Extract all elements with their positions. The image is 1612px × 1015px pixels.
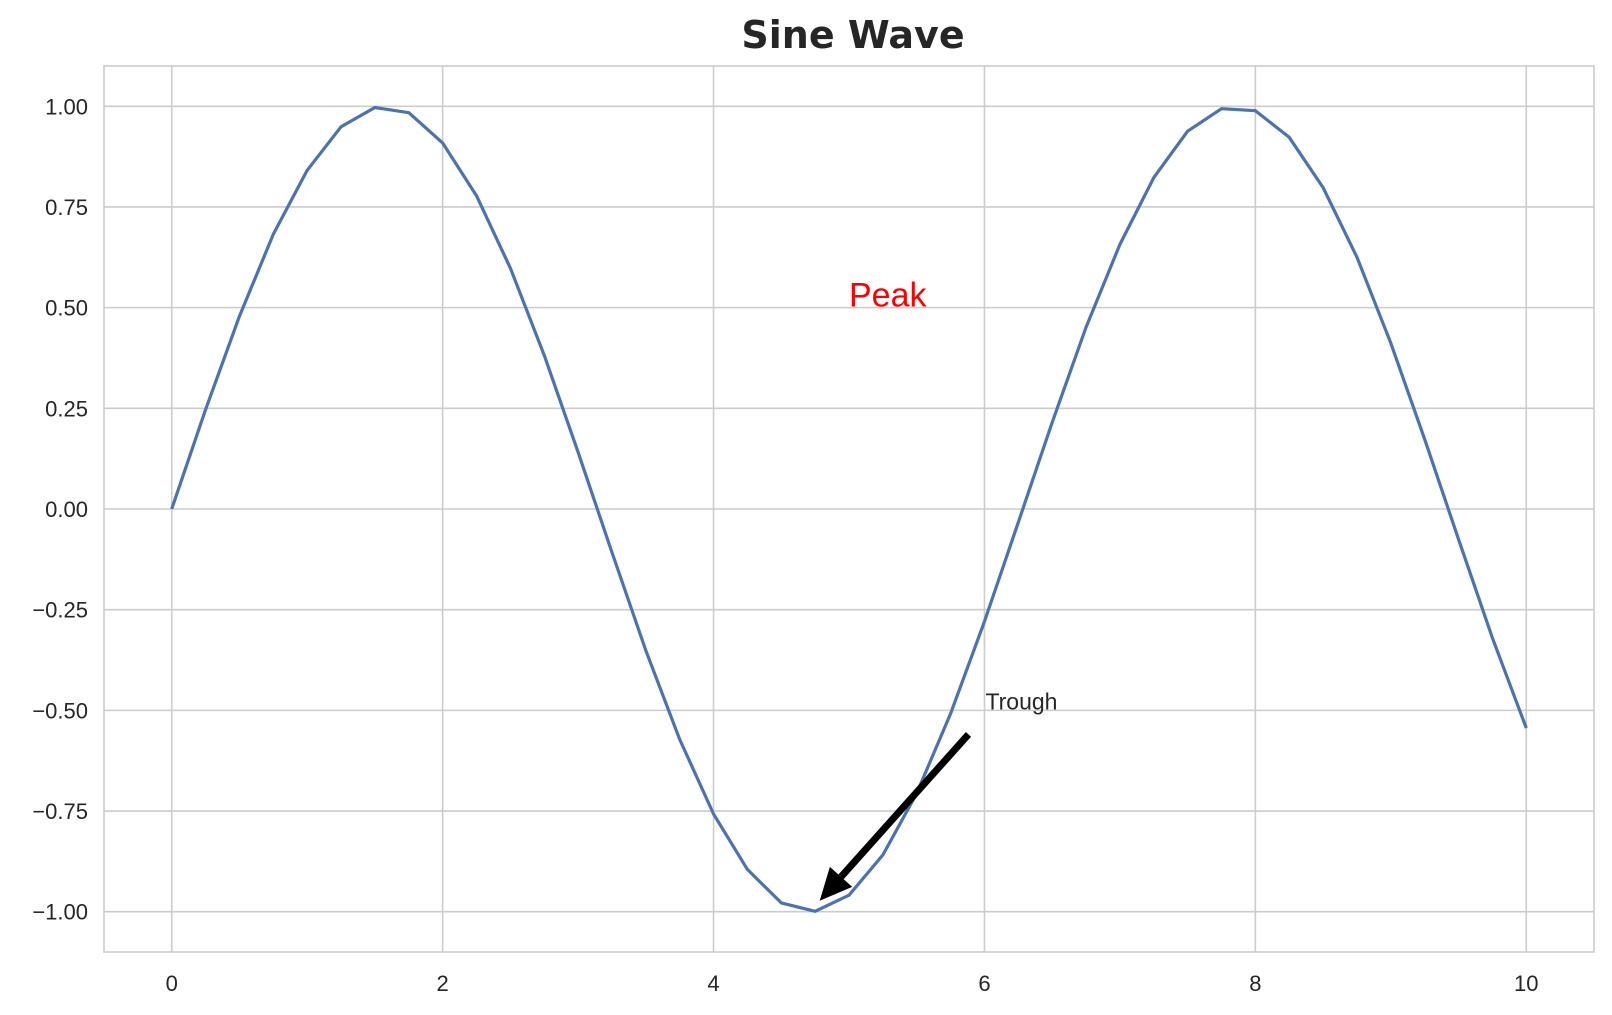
x-tick-label: 2 <box>437 971 449 996</box>
y-tick-label: 0.25 <box>45 396 88 421</box>
x-tick-label: 4 <box>707 971 719 996</box>
x-tick-label: 10 <box>1514 971 1538 996</box>
y-tick-label: −0.75 <box>32 799 88 824</box>
y-tick-label: 1.00 <box>45 94 88 119</box>
y-tick-label: 0.50 <box>45 296 88 321</box>
y-gridlines <box>104 105 1594 913</box>
x-tick-labels: 0 2 4 6 8 10 <box>166 971 1539 996</box>
y-tick-label: 0.00 <box>45 497 88 522</box>
annotations-layer: Peak Trough <box>819 277 1057 901</box>
chart-title: Sine Wave <box>741 13 964 57</box>
y-tick-label: 0.75 <box>45 195 88 220</box>
x-tick-label: 0 <box>166 971 178 996</box>
plot-frame <box>103 65 1595 953</box>
annotation-peak: Peak <box>849 277 927 315</box>
y-tick-label: −0.50 <box>32 698 88 723</box>
annotation-arrow-head <box>819 866 853 901</box>
series-layer <box>170 105 1528 913</box>
y-tick-label: −0.25 <box>32 598 88 623</box>
annotation-arrow-shaft <box>838 732 972 880</box>
series-line <box>170 105 1528 913</box>
annotation-trough-label: Trough <box>985 688 1057 714</box>
y-tick-labels: 1.00 0.75 0.50 0.25 0.00 −0.25 −0.50 −0.75 −1.00 <box>32 94 88 924</box>
y-tick-label: −1.00 <box>32 900 88 925</box>
x-tick-label: 6 <box>978 971 990 996</box>
x-tick-label: 8 <box>1249 971 1261 996</box>
